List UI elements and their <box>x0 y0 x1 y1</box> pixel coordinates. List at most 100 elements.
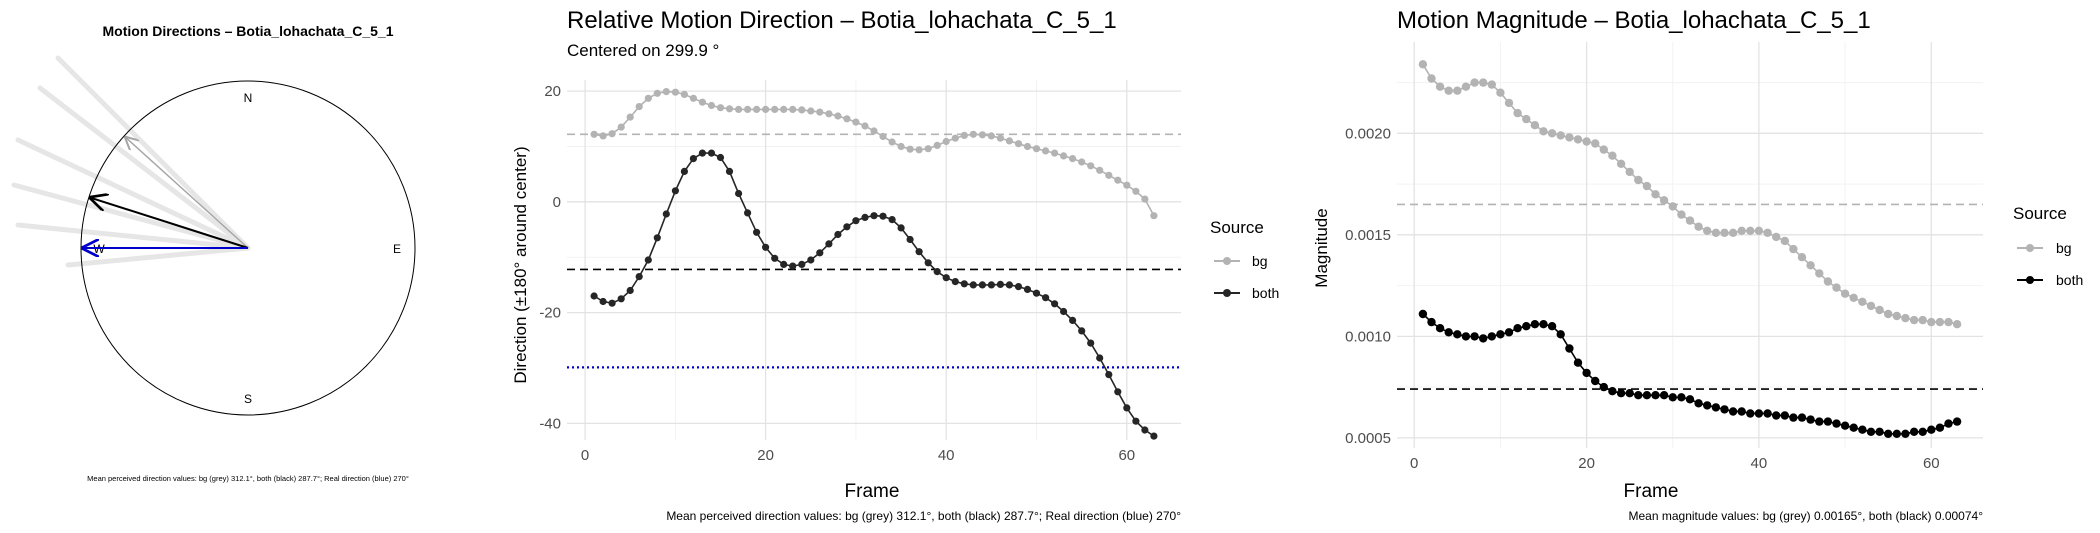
data-point-bg <box>1634 175 1643 185</box>
data-point-bg <box>1453 86 1462 95</box>
data-point-bg <box>680 90 689 98</box>
data-point-both <box>969 281 977 289</box>
data-point-both <box>1105 371 1113 379</box>
data-point-bg <box>987 132 996 140</box>
data-point-bg <box>1720 228 1729 237</box>
data-point-both <box>915 248 923 256</box>
data-point-both <box>1608 387 1617 396</box>
data-point-both <box>834 230 842 239</box>
data-point-both <box>1032 289 1041 297</box>
y-tick-label: 0.0010 <box>1345 328 1391 345</box>
compass-ghost-rays <box>11 55 251 268</box>
data-point-bg <box>1901 313 1910 323</box>
compass-rose: NESW <box>80 80 416 416</box>
compass-arrow-bg <box>126 137 249 249</box>
data-point-both <box>1479 334 1488 343</box>
data-point-bg <box>1772 232 1781 242</box>
data-point-bg <box>725 105 734 113</box>
data-point-bg <box>1005 137 1014 145</box>
x-tick-label: 20 <box>757 447 774 464</box>
data-point-both <box>1427 317 1436 327</box>
data-point-bg <box>1875 305 1884 315</box>
direction-plot-area: 0 20 40 60 20 0 -20 -40 <box>539 80 1181 464</box>
data-point-both <box>1023 285 1032 293</box>
data-point-bg <box>1952 320 1962 329</box>
ghost-ray <box>11 182 251 251</box>
data-point-bg <box>1141 195 1149 203</box>
data-point-both <box>1772 411 1781 420</box>
direction-legend-bg: bg <box>1214 253 1268 269</box>
data-point-both <box>1754 409 1764 418</box>
data-point-both <box>617 295 625 303</box>
data-point-bg <box>834 112 842 120</box>
data-point-both <box>735 189 743 198</box>
data-point-both <box>852 217 860 225</box>
magnitude-y-label: Magnitude <box>1312 208 1331 287</box>
data-point-bg <box>1866 301 1876 311</box>
x-tick-label: 40 <box>938 447 955 464</box>
data-point-bg <box>933 141 941 149</box>
data-point-both <box>924 259 932 267</box>
y-tick-label: -20 <box>539 305 561 322</box>
series-line-both <box>593 152 1155 437</box>
series-line-bg <box>593 90 1155 217</box>
data-point-both <box>816 249 824 257</box>
compass-label-e: E <box>393 242 401 256</box>
legend-point-both <box>1223 289 1231 297</box>
magnitude-panel: Motion Magnitude – Botia_lohachata_C_5_1… <box>1312 7 2083 523</box>
data-point-both <box>1651 391 1660 400</box>
data-point-bg <box>744 105 752 113</box>
data-point-both <box>1815 417 1824 426</box>
data-point-both <box>1504 328 1514 337</box>
data-point-both <box>1461 332 1471 341</box>
data-point-both <box>960 280 968 288</box>
ghost-ray <box>15 137 251 251</box>
data-point-both <box>1892 429 1902 438</box>
data-point-bg <box>807 107 815 115</box>
data-point-bg <box>906 145 914 153</box>
data-point-bg <box>671 88 680 96</box>
data-point-both <box>1530 320 1540 329</box>
data-point-bg <box>1659 196 1669 205</box>
direction-panel: Relative Motion Direction – Botia_lohach… <box>511 7 1279 523</box>
data-point-bg <box>1132 187 1140 195</box>
legend-point-bg <box>2026 244 2034 252</box>
data-point-bg <box>1746 226 1755 235</box>
compass-label-n: N <box>244 91 253 105</box>
data-point-bg <box>1513 108 1522 118</box>
data-point-both <box>753 228 761 236</box>
data-point-both <box>1042 294 1050 302</box>
data-point-both <box>771 254 779 262</box>
data-point-bg <box>735 105 743 113</box>
data-point-bg <box>1573 135 1583 144</box>
data-point-both <box>1737 407 1746 416</box>
data-point-both <box>1884 429 1893 438</box>
data-point-both <box>987 281 996 289</box>
data-point-bg <box>1935 317 1945 327</box>
data-point-both <box>1069 316 1077 324</box>
compass-title: Motion Directions – Botia_lohachata_C_5_… <box>103 23 394 39</box>
data-point-both <box>1060 307 1068 316</box>
data-point-bg <box>1496 88 1505 97</box>
data-point-bg <box>798 106 806 114</box>
data-point-both <box>1901 429 1910 438</box>
data-point-bg <box>1849 293 1858 302</box>
data-point-bg <box>1556 131 1565 140</box>
data-point-bg <box>1051 149 1059 157</box>
data-point-bg <box>960 131 968 139</box>
data-point-both <box>1659 391 1669 400</box>
compass-circle <box>80 80 416 416</box>
data-point-bg <box>1884 309 1893 319</box>
data-point-both <box>1875 427 1884 436</box>
data-point-bg <box>599 132 607 140</box>
data-point-bg <box>1737 226 1746 235</box>
data-point-both <box>1078 327 1086 335</box>
data-point-bg <box>1651 190 1660 199</box>
data-point-both <box>1453 330 1462 339</box>
data-point-both <box>725 167 734 175</box>
data-point-both <box>1728 407 1738 416</box>
data-point-bg <box>951 134 959 142</box>
data-point-both <box>1556 330 1565 339</box>
data-point-bg <box>1840 289 1850 298</box>
